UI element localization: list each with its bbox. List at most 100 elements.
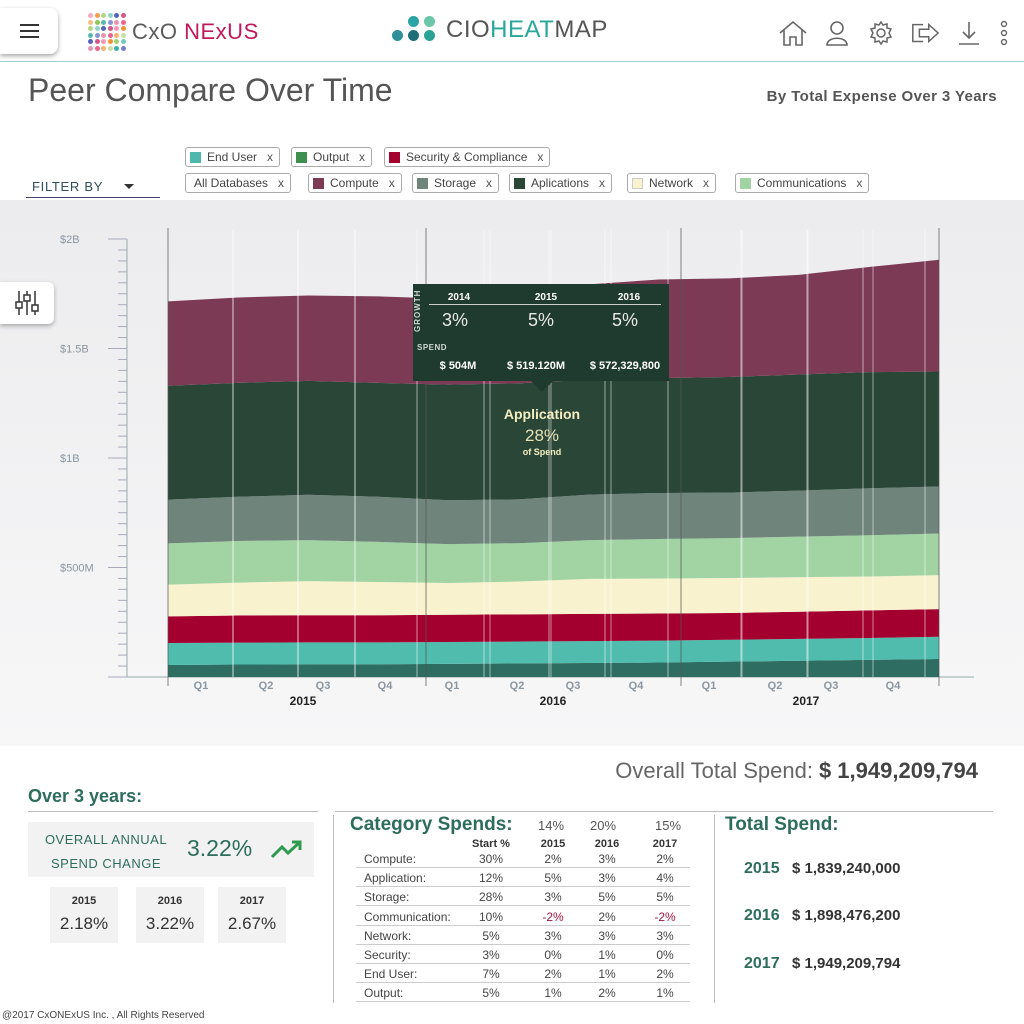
category-value: 1% (598, 967, 616, 982)
divider (714, 815, 715, 1003)
total-spend-year: 2015 (744, 860, 780, 877)
yearly-change-card: 2017 2.67% (218, 887, 286, 943)
category-value: 12% (478, 871, 504, 886)
chip-remove-icon[interactable]: x (856, 176, 863, 190)
more-vertical-icon[interactable] (998, 18, 1010, 48)
total-spend-value: $ 1,839,240,000 (792, 860, 901, 877)
focused-series-percent: 28% (524, 426, 560, 445)
user-icon[interactable] (822, 18, 852, 48)
chip-color-swatch (417, 177, 428, 189)
filter-chip[interactable]: All Databases x (185, 173, 292, 193)
category-value: 3% (544, 890, 562, 905)
chip-label: All Databases (194, 176, 269, 190)
chip-color-swatch (389, 151, 400, 163)
stacked-area-chart: $500M $1B $1.5B $2B Q1 Q2 Q3 Q4 Q1 Q2 Q3 Q4 Q1 Q2 Q3 Q4… (60, 228, 974, 708)
category-name: Network: (364, 928, 412, 943)
total-spend-row: 2016 $ 1,898,476,200 (744, 907, 900, 925)
tooltip-arrow (531, 381, 553, 392)
x-tick-label: Q3 (824, 680, 839, 692)
category-value: 3% (544, 928, 562, 943)
top-icons (778, 18, 1010, 48)
chip-label: Output (313, 150, 350, 164)
filter-chip[interactable]: Communications x (735, 173, 870, 193)
overall-annual-spend-change-value: 3.22% (187, 835, 253, 861)
category-value: 2% (598, 986, 616, 1001)
category-value: 4% (656, 871, 674, 886)
chip-remove-icon[interactable]: x (537, 150, 544, 164)
category-name: Output: (364, 986, 404, 1001)
x-tick-label: Q4 (378, 680, 394, 692)
category-total: 20% (590, 818, 617, 833)
cioheatmap-logo-icon (392, 16, 436, 44)
category-value: 28% (478, 890, 504, 905)
filter-by-dropdown[interactable]: FILTER BY (26, 174, 160, 198)
x-tick-label: Q3 (316, 680, 331, 692)
chart-settings-button[interactable] (0, 282, 54, 324)
divider (333, 815, 334, 1003)
total-spend-value: $ 1,949,209,794 (792, 955, 901, 972)
chip-remove-icon[interactable]: x (486, 176, 493, 190)
page-subtitle: By Total Expense Over 3 Years (766, 88, 997, 105)
category-total: 15% (655, 818, 682, 833)
x-tick-label: Q2 (510, 680, 525, 692)
chip-remove-icon[interactable]: x (278, 176, 285, 190)
divider (28, 811, 318, 812)
home-icon[interactable] (778, 18, 808, 48)
category-value: 1% (656, 986, 674, 1001)
category-value: 2% (544, 967, 562, 982)
filter-chip[interactable]: Network x (627, 173, 717, 193)
area-network (168, 575, 939, 617)
total-spend-row: 2015 $ 1,839,240,000 (744, 860, 900, 878)
trend-up-icon (270, 840, 302, 859)
overall-annual-spend-change-card: OVERALL ANNUAL SPEND CHANGE 3.22% (28, 822, 314, 877)
chip-remove-icon[interactable]: x (359, 150, 366, 164)
chip-remove-icon[interactable]: x (388, 176, 395, 190)
yearly-change-year: 2015 (71, 895, 97, 907)
top-bar: CxO NExUS CIOHEATMAP (0, 0, 1024, 62)
cxonexus-logo-icon (88, 13, 126, 51)
total-spend-value: $ 1,898,476,200 (792, 907, 901, 924)
x-tick-label: Q1 (194, 680, 209, 692)
category-value: 5% (544, 871, 562, 886)
tooltip-spend: $ 504M (439, 360, 477, 372)
chart-tooltip: GROWTH 2014 2015 2016 3% 5% 5% SPEND $ 5… (413, 284, 669, 392)
category-value: 3% (598, 928, 616, 943)
category-row: Communication: 10% -2% 2% -2% (356, 907, 690, 926)
category-header: 2017 (652, 838, 678, 850)
filter-chip[interactable]: Storage x (412, 173, 500, 193)
category-value: 0% (656, 948, 674, 962)
chip-color-swatch (190, 151, 201, 163)
category-header: 2015 (540, 838, 566, 850)
chip-remove-icon[interactable]: x (267, 150, 274, 164)
filter-chip[interactable]: Security & Compliance x (384, 147, 551, 167)
chip-label: Aplications (531, 176, 590, 190)
category-name: End User: (364, 967, 418, 982)
gear-icon[interactable] (866, 18, 896, 48)
yearly-change-card: 2016 3.22% (136, 887, 204, 943)
area-communications (168, 533, 939, 585)
focused-series-sub: of Spend (522, 447, 562, 457)
filter-chip[interactable]: Aplications x (509, 173, 613, 193)
cioheatmap-logo[interactable]: CIOHEATMAP (392, 16, 608, 44)
category-value: 0% (544, 948, 562, 962)
category-value: -2% (542, 909, 564, 924)
filter-chip[interactable]: Output x (291, 147, 373, 167)
download-icon[interactable] (954, 18, 984, 48)
x-tick-label: Q2 (768, 680, 783, 692)
filter-chip[interactable]: End User x (185, 147, 281, 167)
summary-panel (0, 746, 1024, 1024)
category-value: 5% (482, 928, 500, 943)
chip-label: End User (207, 150, 258, 164)
brand2-heat: HEAT (490, 16, 555, 43)
filter-chip[interactable]: Compute x (308, 173, 402, 193)
total-spend-row: 2017 $ 1,949,209,794 (744, 955, 900, 973)
hamburger-menu-button[interactable] (0, 8, 58, 54)
chip-remove-icon[interactable]: x (703, 176, 710, 190)
cxonexus-logo[interactable]: CxO NExUS (88, 12, 259, 52)
category-name: Communication: (364, 909, 451, 924)
tooltip-spend: $ 572,329,800 (589, 360, 661, 372)
yearly-change-value: 2.67% (227, 914, 277, 933)
yearly-change-year: 2017 (239, 895, 265, 907)
chip-remove-icon[interactable]: x (599, 176, 606, 190)
logout-icon[interactable] (910, 18, 940, 48)
